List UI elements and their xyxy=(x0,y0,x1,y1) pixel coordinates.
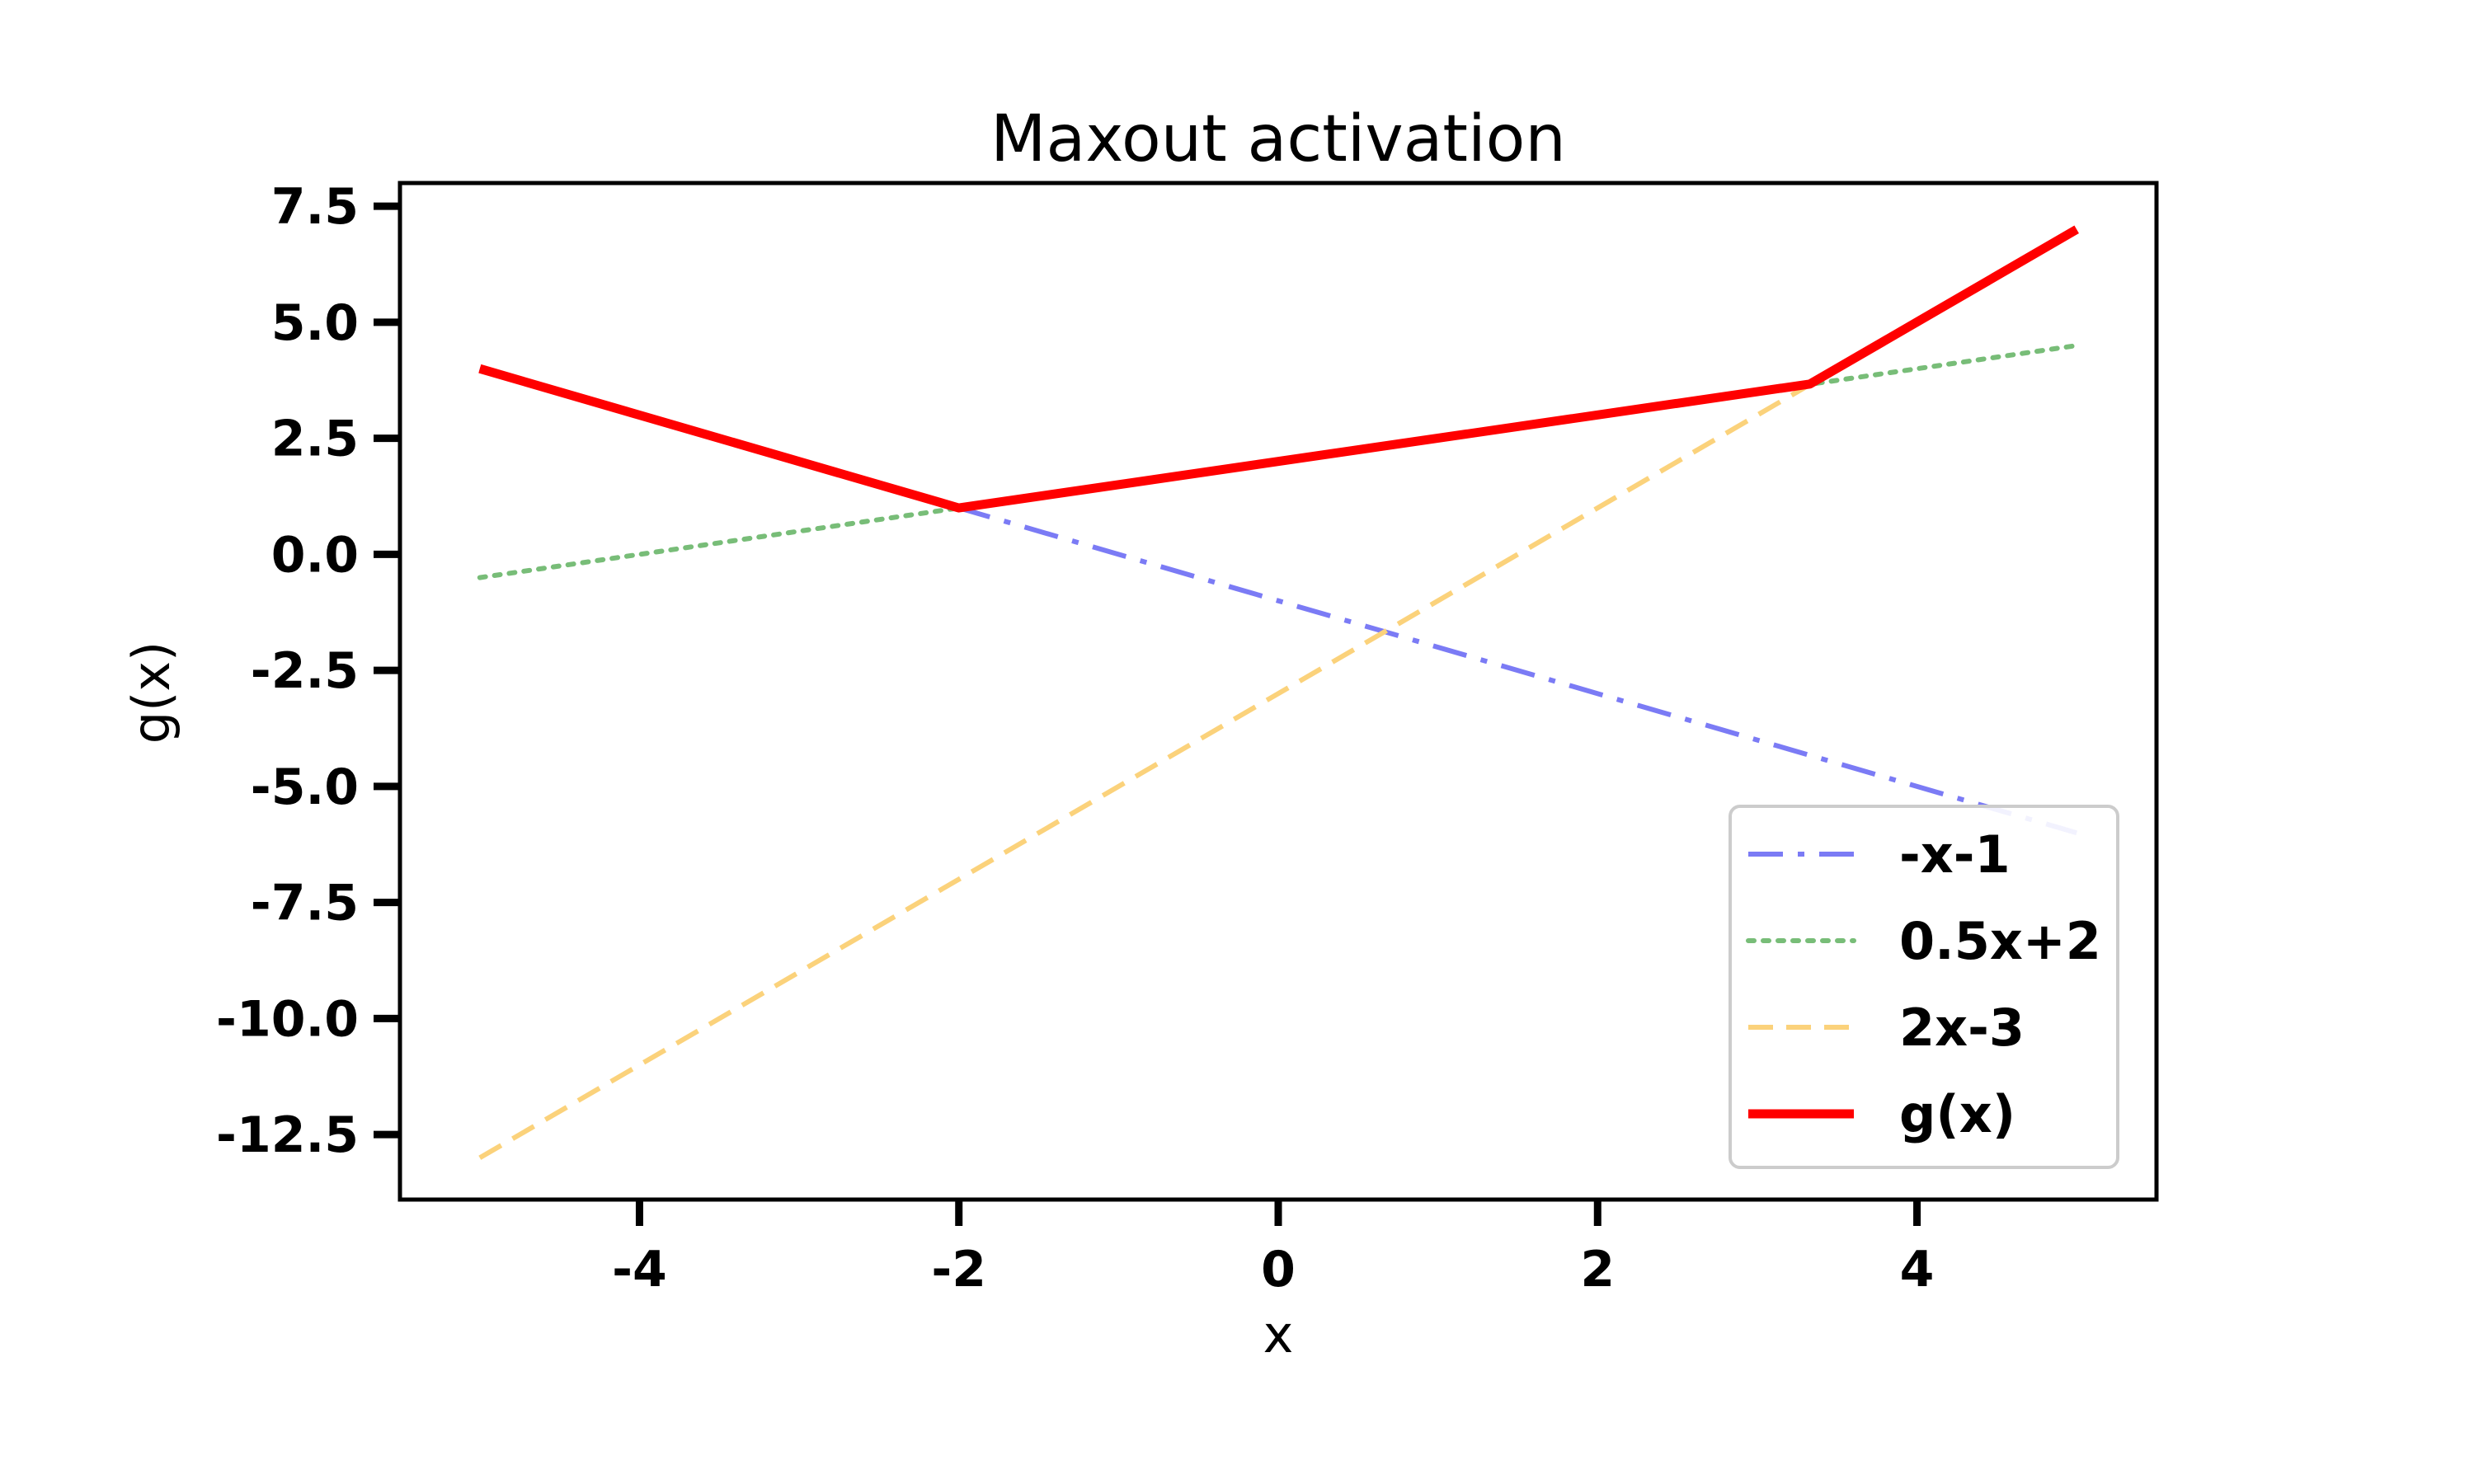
y-tick-label: 7.5 xyxy=(271,178,359,236)
y-tick-label: -12.5 xyxy=(216,1106,359,1164)
series-line-3 xyxy=(478,225,2079,513)
y-tick-label: 5.0 xyxy=(271,294,359,352)
legend-label-3: g(x) xyxy=(1899,1084,2015,1144)
y-tick-label: 0.0 xyxy=(271,526,359,584)
x-tick-label: -2 xyxy=(931,1241,986,1298)
y-axis-ticks: 7.5 5.0 2.5 0.0 -2.5 -5.0 -7.5 -10.0 -12.5 xyxy=(216,178,400,1164)
legend-box xyxy=(1729,805,2119,1169)
x-tick-label: -4 xyxy=(612,1241,667,1298)
series-line-0 xyxy=(478,366,2078,836)
legend-label-0: -x-1 xyxy=(1899,824,2011,885)
x-tick-label: 4 xyxy=(1900,1241,1935,1298)
y-tick-label: -10.0 xyxy=(216,990,359,1048)
y-axis-label: g(x) xyxy=(121,641,181,744)
legend-label-2: 2x-3 xyxy=(1899,998,2025,1058)
chart-title: Maxout activation xyxy=(990,102,1566,176)
series-layer xyxy=(477,225,2080,1160)
x-axis-label: x xyxy=(1263,1304,1294,1364)
x-tick-label: 2 xyxy=(1580,1241,1615,1298)
y-tick-label: -2.5 xyxy=(251,642,359,700)
y-tick-label: -5.0 xyxy=(251,758,359,816)
legend-label-1: 0.5x+2 xyxy=(1899,911,2101,971)
y-tick-label: 2.5 xyxy=(271,411,359,468)
y-tick-label: -7.5 xyxy=(251,875,359,932)
legend: -x-1 0.5x+2 2x-3 g(x) xyxy=(1729,805,2119,1169)
x-axis-ticks: -4 -2 0 2 4 xyxy=(612,1200,1934,1298)
x-tick-label: 0 xyxy=(1261,1241,1296,1298)
